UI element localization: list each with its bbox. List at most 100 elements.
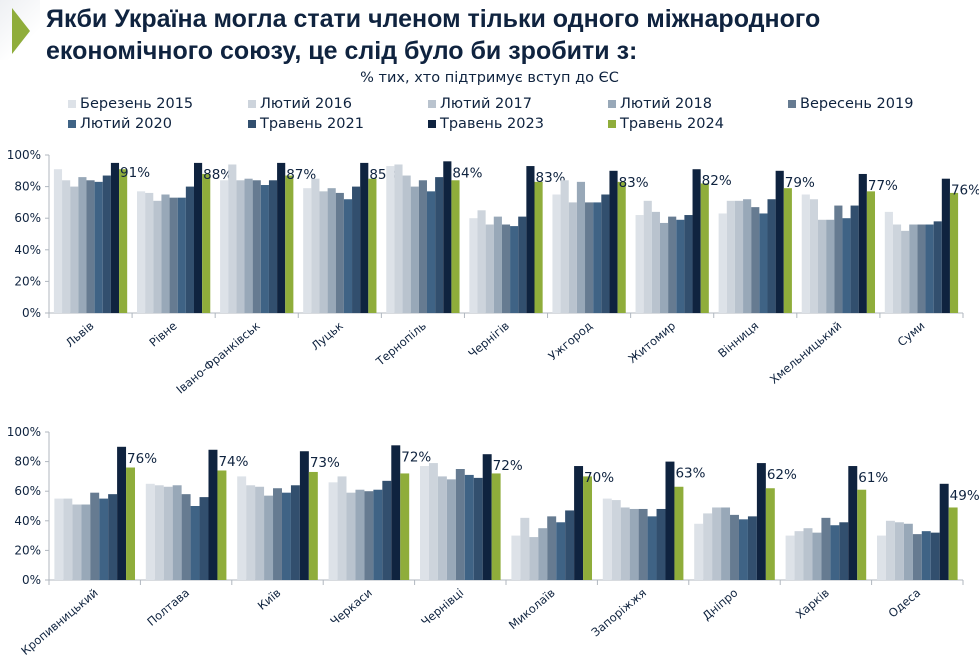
category-label: Вінниця — [715, 319, 761, 361]
bar — [609, 170, 618, 313]
bar — [154, 485, 164, 580]
data-label: 62% — [767, 467, 797, 483]
legend-item: Травень 2023 — [428, 116, 608, 132]
legend-item: Вересень 2019 — [788, 96, 968, 112]
bar — [220, 180, 229, 313]
bar — [443, 161, 452, 313]
bar — [185, 186, 194, 313]
legend-label: Вересень 2019 — [800, 96, 914, 112]
legend-label: Травень 2023 — [440, 116, 544, 132]
bar — [510, 226, 519, 313]
bar — [99, 498, 109, 580]
bar — [193, 162, 203, 313]
bar — [244, 178, 253, 313]
bar — [858, 173, 867, 313]
bar — [726, 200, 735, 313]
category-label: Одеса — [886, 586, 924, 621]
bar — [921, 531, 931, 580]
bar — [556, 522, 566, 580]
bar — [518, 216, 527, 313]
bar — [153, 200, 162, 313]
bar — [839, 522, 849, 580]
y-tick-label: 60% — [14, 484, 41, 498]
bar — [635, 215, 644, 313]
bar — [909, 224, 918, 313]
bar — [809, 199, 819, 313]
bar — [273, 488, 282, 580]
bar — [767, 199, 776, 313]
y-tick-label: 20% — [14, 274, 41, 288]
data-label: 73% — [310, 455, 340, 471]
chart-subtitle: % тих, хто підтримує вступ до ЄС — [360, 70, 619, 86]
bar — [651, 211, 660, 313]
category-label: Кропивницький — [18, 586, 100, 658]
bar — [163, 486, 173, 580]
bar — [656, 508, 666, 580]
legend-label: Лютий 2016 — [260, 96, 352, 112]
bar — [629, 508, 639, 580]
category-label: Запоріжжя — [589, 586, 649, 640]
legend-swatch — [608, 100, 616, 108]
legend-item: Лютий 2020 — [68, 116, 248, 132]
category-label: Черкаси — [327, 586, 374, 629]
bar — [419, 466, 429, 580]
data-label: 82% — [702, 173, 732, 189]
category-label: Чернівці — [418, 586, 466, 629]
bar — [435, 177, 444, 313]
bar — [826, 219, 835, 313]
bar — [700, 183, 709, 313]
bar — [364, 491, 374, 580]
y-tick-label: 40% — [14, 243, 41, 257]
bar — [260, 185, 269, 313]
bar — [327, 188, 336, 313]
bar — [437, 476, 447, 580]
bar — [783, 188, 792, 313]
bar — [674, 486, 684, 580]
bar — [712, 507, 722, 580]
bar — [236, 180, 245, 313]
bar — [426, 191, 436, 313]
bar — [756, 463, 766, 580]
bar — [647, 516, 657, 580]
category-label: Ужгород — [546, 319, 595, 364]
bar — [803, 528, 813, 580]
bar — [119, 169, 128, 313]
bar — [560, 180, 569, 313]
bar — [684, 215, 693, 313]
category-label: Миколаїв — [506, 585, 558, 632]
bar — [252, 180, 261, 313]
bar — [659, 222, 669, 313]
bar — [469, 218, 478, 313]
legend-swatch — [428, 100, 436, 108]
y-tick-label: 100% — [7, 148, 41, 162]
bar — [892, 224, 902, 313]
data-label: 76% — [127, 451, 157, 467]
bar — [857, 489, 867, 580]
data-label: 91% — [120, 165, 150, 181]
bar — [136, 191, 146, 313]
category-label: Полтава — [144, 586, 192, 629]
bar — [169, 197, 178, 313]
y-tick-label: 0% — [22, 306, 41, 320]
bar — [428, 463, 438, 580]
data-label: 49% — [950, 488, 979, 504]
bar — [638, 508, 648, 580]
bar — [311, 178, 320, 313]
bar — [529, 537, 539, 580]
bar — [281, 492, 291, 580]
bar — [54, 498, 64, 580]
bar — [501, 224, 511, 313]
data-label: 79% — [785, 175, 815, 191]
bar — [617, 181, 626, 313]
bar — [751, 207, 760, 313]
bar — [511, 535, 521, 580]
bar — [941, 178, 950, 313]
bar — [337, 476, 347, 580]
bar — [585, 202, 594, 313]
bar — [303, 188, 312, 313]
bar — [903, 523, 913, 580]
category-label: Київ — [255, 585, 284, 612]
category-label: Чернігів — [465, 318, 512, 360]
bar — [534, 181, 543, 313]
category-label: Луцьк — [308, 319, 345, 354]
